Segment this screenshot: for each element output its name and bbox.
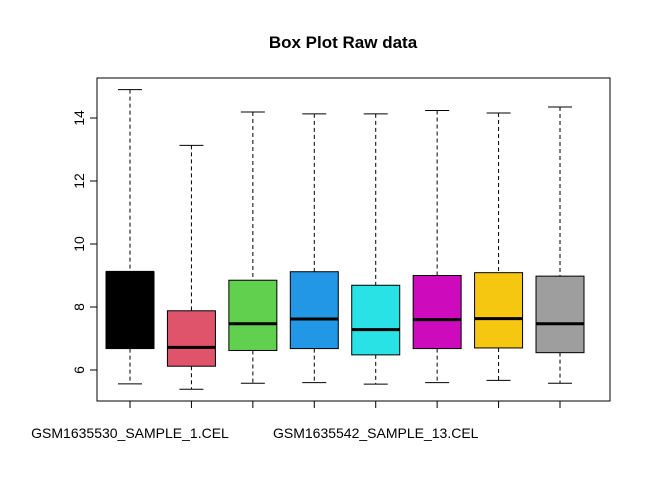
- x-tick-label: GSM1635530_SAMPLE_1.CEL: [31, 425, 229, 441]
- box-5: [351, 113, 401, 385]
- box-rect: [474, 272, 524, 349]
- box-rect: [228, 279, 278, 351]
- box-7: [474, 112, 524, 381]
- box-rect: [105, 271, 155, 350]
- box-rect: [535, 275, 585, 354]
- x-axis: GSM1635530_SAMPLE_1.CEL GSM1635542_SAMPLE…: [31, 400, 561, 441]
- box-8: [535, 106, 585, 384]
- box-rect: [166, 310, 216, 367]
- box-3: [228, 111, 278, 384]
- box-6: [412, 109, 462, 384]
- y-tick-label: 10: [71, 236, 87, 252]
- box-rect: [351, 284, 401, 356]
- box-2: [166, 144, 216, 390]
- box-rect: [289, 271, 339, 350]
- box-1: [105, 89, 155, 385]
- y-tick-label: 6: [71, 366, 87, 374]
- x-tick-label: GSM1635542_SAMPLE_13.CEL: [273, 425, 479, 441]
- y-tick-label: 12: [71, 173, 87, 189]
- box-rect: [412, 275, 462, 350]
- y-tick-label: 14: [71, 110, 87, 126]
- y-tick-label: 8: [71, 303, 87, 311]
- box-4: [289, 113, 339, 384]
- chart-title: Box Plot Raw data: [269, 33, 418, 52]
- y-axis: 6 8 10 12 14: [71, 110, 98, 374]
- boxes-group: [105, 89, 585, 390]
